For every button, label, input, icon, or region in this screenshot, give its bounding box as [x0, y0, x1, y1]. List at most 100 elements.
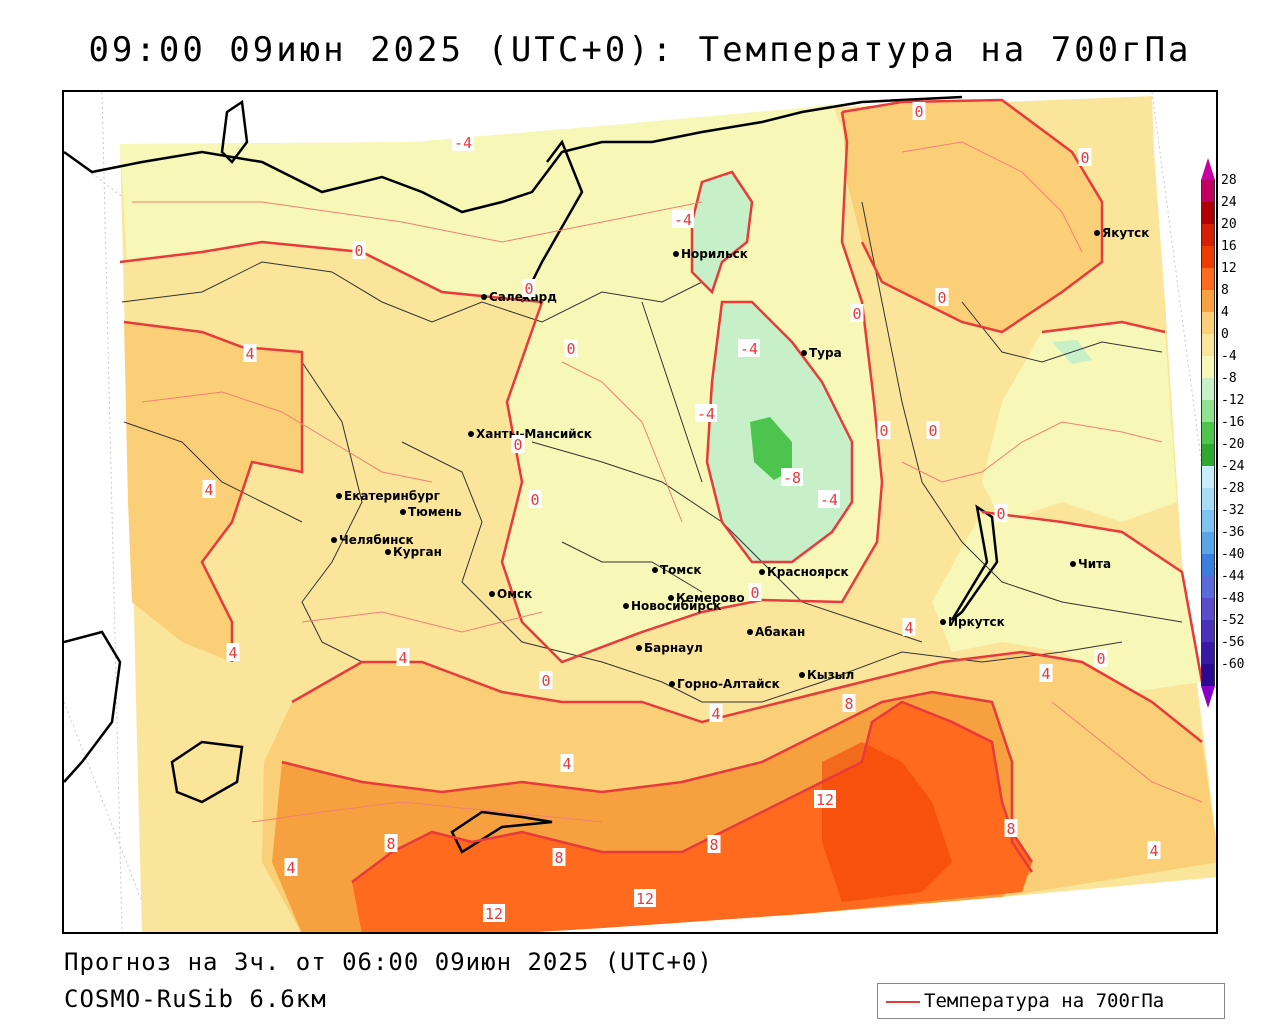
zone-warm-ne — [842, 100, 1102, 332]
colorbar-segment — [1201, 202, 1215, 224]
city-dot — [331, 537, 337, 543]
isoline-label-bg — [842, 694, 856, 712]
isoline-label-text: 0 — [928, 422, 937, 440]
city-16: Чита — [1070, 557, 1111, 571]
isoline-label-bg — [902, 618, 916, 636]
colorbar-segment — [1201, 246, 1215, 268]
isoline-label-text: 8 — [1006, 820, 1015, 838]
city-label: Ханты-Мансийск — [476, 427, 592, 441]
map-canvas: Норильск Якутск Салехард Тура Ханты-Мансийск… — [64, 92, 1216, 932]
colorbar-label: 20 — [1221, 217, 1237, 232]
isoline-label-bg — [226, 643, 240, 661]
colorbar-segment — [1201, 532, 1215, 554]
isoline-label-14: 0 — [511, 435, 525, 454]
isoline-label-text: 8 — [844, 695, 853, 713]
city-label: Новосибирск — [631, 599, 721, 613]
colorbar-segment — [1201, 488, 1215, 510]
zone-cold-tura-core — [750, 417, 792, 480]
city-dot — [799, 672, 805, 678]
city-dot — [468, 431, 474, 437]
colorbar-segment — [1201, 510, 1215, 532]
zone-hot-16 — [822, 742, 952, 902]
isoline-label-text: 0 — [513, 436, 522, 454]
colorbar-segment — [1201, 598, 1215, 620]
isoline-label-bg — [284, 858, 298, 876]
isoline-label-text: 0 — [524, 280, 533, 298]
colorbar-segment — [1201, 642, 1215, 664]
isoline-label-38: 12 — [483, 904, 505, 923]
isoline-label-bg — [1147, 841, 1161, 859]
isoline-label-bg — [709, 704, 723, 722]
city-4: Ханты-Мансийск — [468, 427, 592, 441]
temperature-map: Норильск Якутск Салехард Тура Ханты-Мансийск… — [62, 90, 1218, 934]
city-dot — [481, 294, 487, 300]
city-dot — [385, 549, 391, 555]
city-label: Кемерово — [676, 591, 745, 605]
city-17: Барнаул — [636, 641, 703, 655]
isoline-label-bg — [707, 835, 721, 853]
colorbar-label: -36 — [1221, 525, 1245, 540]
isoline-label-bg — [1039, 664, 1053, 682]
isoline-label-text: 0 — [750, 584, 759, 602]
city-dot — [336, 493, 342, 499]
isoline-labels: -4 0 0 -4 0 0 0 0 4 0 -4 -4 0 0 0 -8 4 0 -4 0 0 4 4 4 0 4 0 8 4 4 12 8 8… — [202, 102, 1161, 923]
isoline-label-bg — [511, 435, 525, 453]
isoline-label-text: 0 — [354, 242, 363, 260]
isoline-label-21: 4 — [902, 618, 916, 637]
isoline-label-text: 4 — [1149, 842, 1158, 860]
city-0: Норильск — [673, 247, 748, 261]
city-dot — [1070, 561, 1076, 567]
isoline-label-bg — [564, 339, 578, 357]
zone-cold-east — [982, 322, 1177, 522]
isoline-label-text: 4 — [228, 644, 237, 662]
isoline-label-37: 12 — [634, 889, 656, 908]
city-dot — [636, 645, 642, 651]
isoline-label-bg — [781, 468, 803, 486]
colorbar-segment — [1201, 378, 1215, 400]
isoline-label-32: 8 — [384, 834, 398, 853]
colorbar-label: -12 — [1221, 393, 1245, 408]
isoline-label-bg — [352, 241, 366, 259]
isoline-label-bg — [452, 133, 474, 151]
isoline-label-bg — [738, 339, 760, 357]
city-dot — [400, 509, 406, 515]
city-dot — [623, 603, 629, 609]
legend-box: Температура на 700гПа — [877, 983, 1225, 1019]
isoline-label-text: 12 — [816, 791, 834, 809]
colorbar-segment — [1201, 312, 1215, 334]
isoline-label-19: 0 — [994, 504, 1008, 523]
isoline-label-bg — [748, 583, 762, 601]
colorbar-label: 28 — [1221, 173, 1237, 188]
isoline-label-bg — [994, 504, 1008, 522]
isoline-label-2: 0 — [1078, 148, 1092, 167]
isoline-label-bg — [528, 490, 542, 508]
city-15: Иркутск — [940, 615, 1005, 629]
colorbar-segment — [1201, 290, 1215, 312]
city-dot — [801, 350, 807, 356]
isoline-label-text: -4 — [454, 134, 472, 152]
city-1: Якутск — [1094, 226, 1149, 240]
isoline-label-text: 12 — [636, 890, 654, 908]
zone-cold-norilsk — [692, 172, 752, 292]
isoline-label-6: 0 — [935, 288, 949, 307]
colorbar-segment — [1201, 224, 1215, 246]
isoline-label-bg — [483, 904, 505, 922]
city-markers: Норильск Якутск Салехард Тура Ханты-Мансийск… — [331, 226, 1149, 691]
isoline-label-13: 0 — [926, 421, 940, 440]
isoline-label-text: 0 — [541, 672, 550, 690]
isoline-label-text: 4 — [286, 859, 295, 877]
city-dot — [759, 569, 765, 575]
city-label: Абакан — [755, 625, 805, 639]
isoline-label-bg — [850, 304, 864, 322]
colorbar-label: -32 — [1221, 503, 1245, 518]
isoline-label-text: 0 — [530, 491, 539, 509]
isoline-label-text: 4 — [398, 649, 407, 667]
isoline-label-text: 12 — [485, 905, 503, 923]
admin-boundaries — [121, 201, 1183, 703]
colorbar-label: -8 — [1221, 371, 1237, 386]
isoline-label-text: 0 — [914, 103, 923, 121]
colorbar-label: 8 — [1221, 283, 1229, 298]
city-label: Барнаул — [644, 641, 703, 655]
colorbar-label: -16 — [1221, 415, 1245, 430]
city-dot — [673, 251, 679, 257]
